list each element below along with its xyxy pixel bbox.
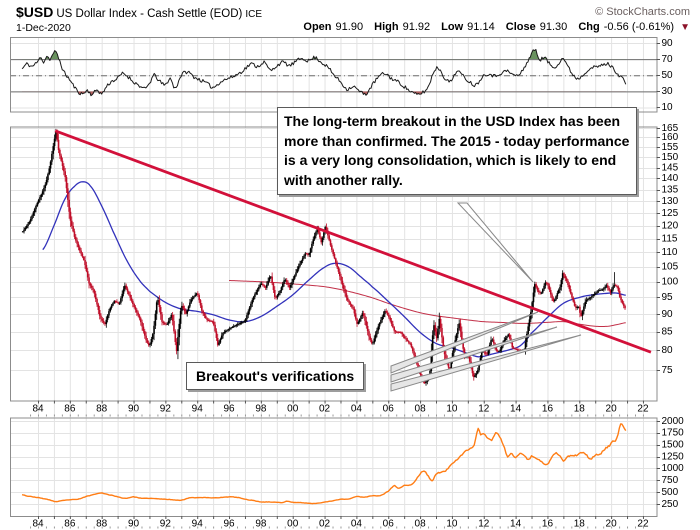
- annotation-breakout-verifications-note: Breakout's verifications: [186, 362, 365, 390]
- annotation-long-term-breakout-note: The long-term breakout in the USD Index …: [277, 107, 637, 195]
- high-value: 91.92: [402, 21, 431, 33]
- low-value: 91.14: [467, 21, 495, 33]
- close-value: 91.30: [539, 21, 568, 33]
- high-label: High: [374, 21, 399, 33]
- open-label: Open: [303, 21, 332, 33]
- ticker-symbol: $USD: [16, 4, 54, 20]
- stockcharts-watermark: © StockCharts.com: [595, 6, 690, 18]
- change-down-triangle-icon: ▼: [680, 22, 690, 33]
- low-label: Low: [441, 21, 464, 33]
- chart-header: $USD US Dollar Index - Cash Settle (EOD) I…: [16, 4, 696, 22]
- ohlc-quote: Open 91.90 High 91.92 Low 91.14 Close 91.30 …: [295, 21, 690, 33]
- close-label: Close: [505, 21, 536, 33]
- chg-value: -0.56 (-0.61%): [603, 21, 675, 33]
- chart-title: US Dollar Index - Cash Settle (EOD): [56, 8, 243, 20]
- exchange-label: ICE: [245, 9, 263, 20]
- open-value: 91.90: [335, 21, 364, 33]
- chg-label: Chg: [578, 21, 600, 33]
- chart-date: 1-Dec-2020: [16, 22, 71, 34]
